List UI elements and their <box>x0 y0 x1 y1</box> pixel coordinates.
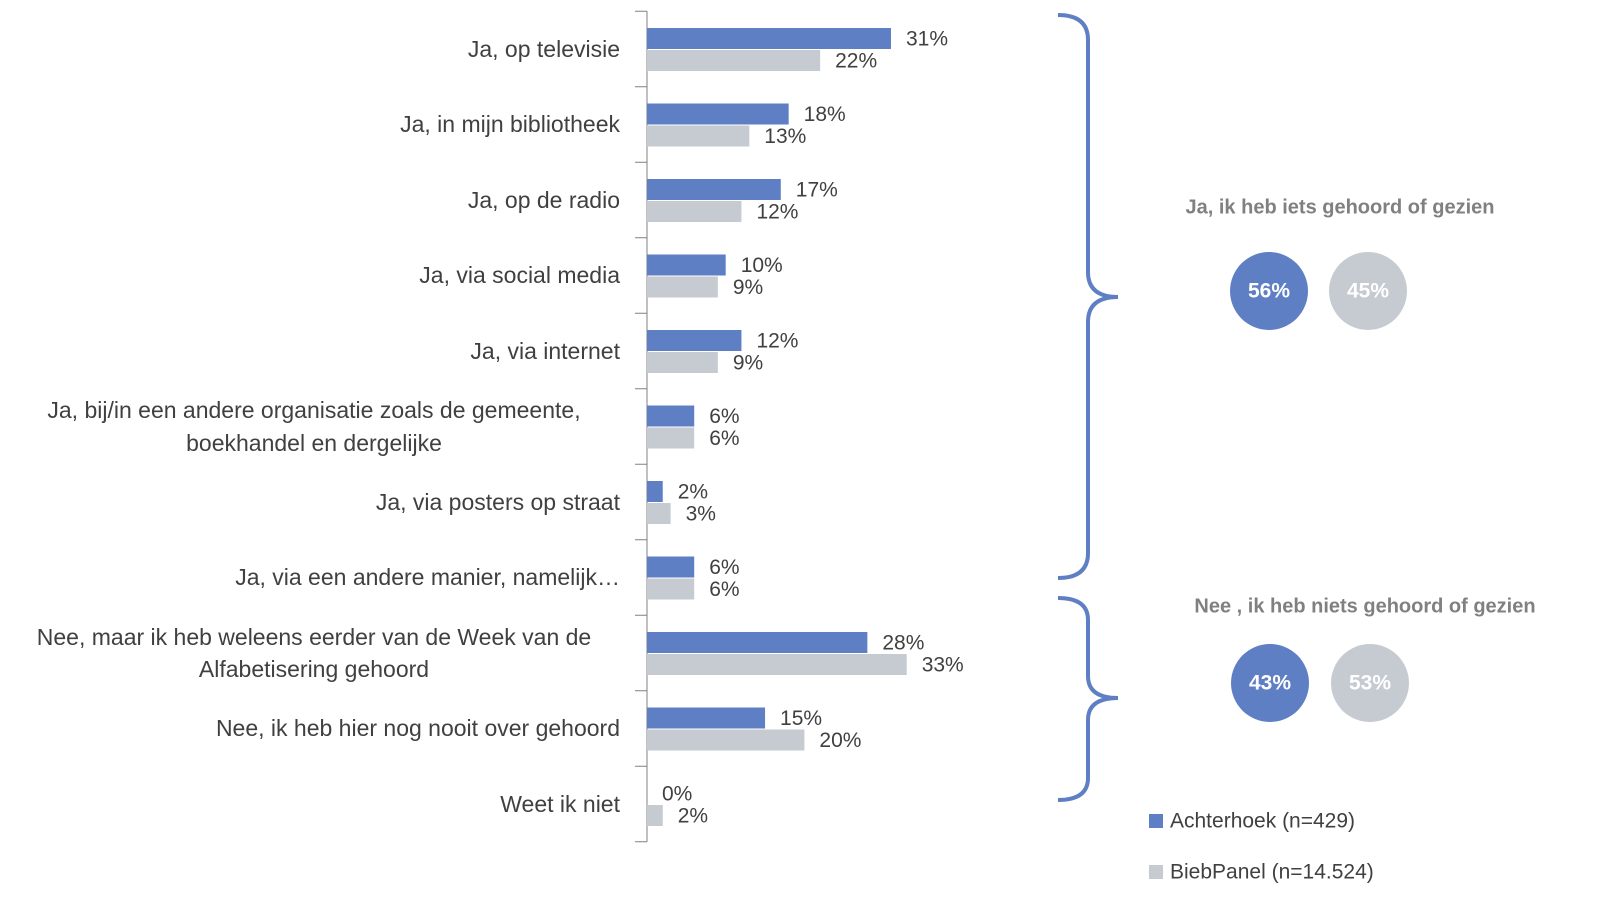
summary-label: 53% <box>1349 672 1391 695</box>
legend-label: BiebPanel (n=14.524) <box>1170 861 1374 884</box>
data-label: 10% <box>741 254 783 277</box>
bar <box>647 503 671 524</box>
legend-label: Achterhoek (n=429) <box>1170 810 1355 833</box>
bar <box>647 330 742 351</box>
summary-label: 45% <box>1347 280 1389 303</box>
bar <box>647 729 805 751</box>
legend-swatch <box>1149 865 1163 879</box>
category-label-box: Ja, via social media <box>0 236 620 316</box>
category-label: Nee, ik heb hier nog nooit over gehoord <box>215 715 620 742</box>
data-label: 12% <box>756 201 798 224</box>
category-label: Weet ik niet <box>500 790 620 817</box>
data-label: 2% <box>678 805 708 828</box>
summary-label: 43% <box>1249 672 1291 695</box>
data-label: 6% <box>709 427 739 450</box>
summary-circle <box>1231 644 1309 722</box>
category-label-box: Ja, in mijn bibliotheek <box>0 85 620 165</box>
data-label: 17% <box>796 179 838 202</box>
summary-title: Nee , ik heb niets gehoord of gezien <box>1194 595 1535 617</box>
data-label: 31% <box>906 28 948 51</box>
bar <box>647 481 663 502</box>
category-label: Ja, via een andere manier, namelijk… <box>235 564 620 591</box>
data-label: 0% <box>662 783 692 806</box>
category-label: Ja, bij/in een andere organisatie zoals … <box>47 397 581 456</box>
bar <box>647 179 781 200</box>
data-label: 6% <box>709 578 739 601</box>
category-label: Ja, in mijn bibliotheek <box>400 111 620 138</box>
data-label: 20% <box>819 729 861 752</box>
category-label: Ja, via internet <box>470 337 620 364</box>
data-label: 2% <box>678 481 708 504</box>
bar <box>647 654 907 675</box>
bar <box>647 276 718 298</box>
bar <box>647 707 766 729</box>
data-label: 13% <box>764 125 806 148</box>
data-label: 3% <box>686 503 716 526</box>
brace <box>1057 596 1119 802</box>
category-label: Ja, op de radio <box>467 186 620 213</box>
data-label: 9% <box>733 276 763 299</box>
summary-title: Ja, ik heb iets gehoord of gezien <box>1186 196 1495 218</box>
category-label-box: Ja, via internet <box>0 311 620 391</box>
category-label-box: Nee, maar ik heb weleens eerder van de W… <box>0 613 620 693</box>
bar <box>647 50 821 71</box>
bar <box>647 578 695 600</box>
category-label-box: Ja, op de radio <box>0 160 620 240</box>
legend-swatch <box>1149 814 1163 828</box>
bar <box>647 254 726 276</box>
bar <box>647 28 891 49</box>
bar <box>647 125 750 147</box>
bar <box>647 405 695 427</box>
data-label: 33% <box>922 654 964 677</box>
category-label-box: Weet ik niet <box>0 764 620 844</box>
data-label: 18% <box>804 103 846 126</box>
category-label-box: Ja, via posters op straat <box>0 462 620 542</box>
category-label: Ja, op televisie <box>467 35 620 62</box>
data-label: 6% <box>709 405 739 428</box>
bar <box>647 201 742 222</box>
bar <box>647 632 868 653</box>
category-label-box: Nee, ik heb hier nog nooit over gehoord <box>0 689 620 769</box>
data-label: 9% <box>733 352 763 375</box>
bar <box>647 103 789 125</box>
summary-circle <box>1230 252 1308 330</box>
category-label: Ja, via posters op straat <box>375 488 620 515</box>
bar <box>647 427 695 449</box>
data-label: 12% <box>756 330 798 353</box>
data-label: 28% <box>882 632 924 655</box>
category-label: Ja, via social media <box>419 262 620 289</box>
category-label-box: Ja, op televisie <box>0 9 620 89</box>
summary-circle <box>1329 252 1407 330</box>
brace <box>1057 13 1119 580</box>
bar <box>647 556 695 578</box>
data-label: 22% <box>835 50 877 73</box>
summary-circle <box>1331 644 1409 722</box>
summary-label: 56% <box>1248 280 1290 303</box>
data-label: 15% <box>780 707 822 730</box>
category-label: Nee, maar ik heb weleens eerder van de W… <box>36 623 592 682</box>
data-label: 6% <box>709 556 739 579</box>
category-label-box: Ja, bij/in een andere organisatie zoals … <box>0 387 620 467</box>
bar <box>647 352 718 373</box>
category-label-box: Ja, via een andere manier, namelijk… <box>0 538 620 618</box>
bar <box>647 805 663 826</box>
